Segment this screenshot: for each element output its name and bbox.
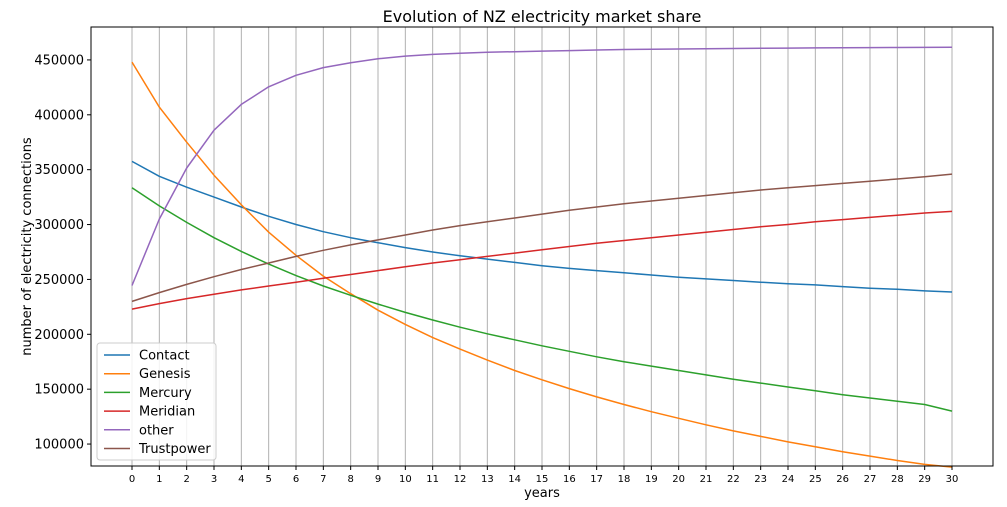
series-line-meridian [131,210,953,310]
chart-title: Evolution of NZ electricity market share [383,7,702,26]
x-tick-label: 0 [129,474,135,485]
legend-label: Mercury [139,386,192,401]
legend-label: other [139,423,174,438]
series-line-mercury [131,187,953,412]
series-lines [131,46,953,468]
x-tick-label: 5 [265,474,271,485]
x-axis: 0 1 2 3 4 5 6 7 8 9 10 11 12 13 14 15 16 17 18 19 20 21 22 23 24… [129,466,959,485]
y-axis: 100000 150000 200000 250000 300000 350000 4000… [34,53,91,453]
x-tick-label: 26 [836,474,849,485]
grid-lines [131,27,953,466]
x-tick-label: 17 [590,474,603,485]
x-tick-label: 21 [700,474,713,485]
y-tick-label: 400000 [34,108,84,123]
series-line-trustpower [131,173,953,303]
x-tick-label: 25 [809,474,822,485]
x-tick-label: 29 [918,474,931,485]
series-line-contact [131,160,953,293]
x-tick-label: 8 [347,474,353,485]
x-tick-label: 7 [320,474,326,485]
x-tick-label: 13 [481,474,494,485]
legend-label: Trustpower [138,442,211,457]
x-tick-label: 24 [782,474,795,485]
legend-label: Meridian [139,405,195,420]
y-tick-label: 100000 [34,438,84,453]
x-tick-label: 6 [293,474,299,485]
x-tick-label: 15 [536,474,549,485]
legend-label: Contact [139,349,190,364]
legend-label: Genesis [139,367,191,382]
y-tick-label: 350000 [34,163,84,178]
x-tick-label: 18 [618,474,631,485]
x-tick-label: 19 [645,474,658,485]
y-tick-label: 450000 [34,53,84,68]
series-line-other [131,46,953,286]
legend: Contact Genesis Mercury Meridian other Trustp… [96,342,217,461]
x-tick-label: 1 [156,474,162,485]
x-tick-label: 10 [399,474,412,485]
x-tick-label: 23 [754,474,767,485]
x-tick-label: 3 [211,474,217,485]
x-tick-label: 28 [891,474,904,485]
x-tick-label: 22 [727,474,740,485]
y-tick-label: 250000 [34,273,84,288]
x-tick-label: 16 [563,474,576,485]
series-line-genesis [131,61,953,468]
y-tick-label: 300000 [34,218,84,233]
x-tick-label: 11 [426,474,439,485]
x-tick-label: 12 [454,474,467,485]
x-tick-label: 9 [375,474,381,485]
x-axis-label: years [524,486,560,501]
x-tick-label: 27 [864,474,877,485]
x-tick-label: 2 [183,474,189,485]
x-tick-label: 4 [238,474,244,485]
x-tick-label: 14 [508,474,521,485]
x-tick-label: 20 [672,474,685,485]
legend-box [96,342,217,461]
y-tick-label: 150000 [34,383,84,398]
y-axis-label: number of electricity connections [20,137,35,356]
x-tick-label: 30 [946,474,959,485]
y-tick-label: 200000 [34,328,84,343]
